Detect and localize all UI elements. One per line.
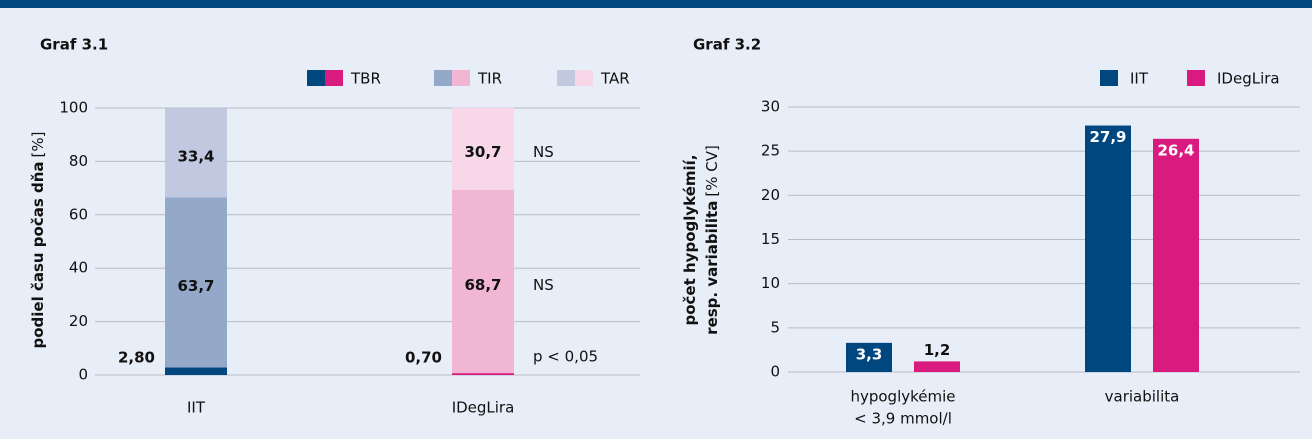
value-label: 33,4 <box>177 147 214 165</box>
y-tick-label: 10 <box>761 274 780 292</box>
value-label: 1,2 <box>924 341 951 359</box>
y-axis-label-unit: [% CV] <box>703 145 721 196</box>
y-axis-label-text: resp. variabilita <box>703 201 721 335</box>
y-tick-label: 100 <box>59 99 88 117</box>
value-label: 26,4 <box>1157 141 1194 159</box>
bar-segment <box>165 197 227 368</box>
value-label: 27,9 <box>1089 128 1126 146</box>
legend-label: TBR <box>350 70 381 88</box>
bar-segment <box>452 107 514 190</box>
value-label: 3,3 <box>856 345 883 363</box>
y-tick-label: 80 <box>69 152 88 170</box>
annotation: p < 0,05 <box>533 348 598 366</box>
legend-swatch <box>557 70 575 86</box>
legend-swatch <box>434 70 452 86</box>
chart-title: Graf 3.1 <box>40 36 108 54</box>
x-tick-label: IIT <box>187 399 206 417</box>
bar-segment <box>165 367 227 375</box>
bar <box>914 361 960 372</box>
legend-label: TIR <box>477 70 502 88</box>
legend-swatch <box>325 70 343 86</box>
x-tick-label: < 3,9 mmol/l <box>854 410 952 428</box>
y-tick-label: 15 <box>761 230 780 248</box>
legend-label: IDegLira <box>1217 70 1280 88</box>
y-axis-label-unit: [%] <box>29 131 47 157</box>
y-tick-label: 20 <box>761 186 780 204</box>
bar <box>846 342 892 372</box>
bar <box>1085 125 1131 372</box>
y-axis-label: počet hypoglykémií, <box>681 154 699 325</box>
y-tick-label: 5 <box>770 318 780 336</box>
value-label: 63,7 <box>177 277 214 295</box>
value-label: 68,7 <box>464 276 501 294</box>
bar <box>1153 138 1199 372</box>
legend-label: IIT <box>1130 70 1149 88</box>
y-axis-label-text: počet hypoglykémií, <box>681 154 699 325</box>
y-tick-label: 20 <box>69 312 88 330</box>
y-tick-label: 0 <box>78 366 88 384</box>
value-label: 2,80 <box>118 349 155 367</box>
x-tick-label: hypoglykémie <box>850 388 955 406</box>
x-tick-label: IDegLira <box>452 399 515 417</box>
x-tick-label: variabilita <box>1105 388 1180 406</box>
legend-swatch <box>1100 70 1118 86</box>
chart-title: Graf 3.2 <box>693 36 761 54</box>
legend-swatch <box>452 70 470 86</box>
y-axis-label: resp. variabilita [% CV] <box>703 145 721 335</box>
y-tick-label: 60 <box>69 205 88 223</box>
top-band <box>0 0 1312 8</box>
value-label: 30,7 <box>464 143 501 161</box>
legend-swatch <box>307 70 325 86</box>
y-tick-label: 25 <box>761 142 780 160</box>
legend-label: TAR <box>600 70 630 88</box>
bar-segment <box>165 108 227 198</box>
legend-swatch <box>575 70 593 86</box>
legend-swatch <box>1187 70 1205 86</box>
annotation: NS <box>533 276 554 294</box>
bar-segment <box>452 373 514 375</box>
y-tick-label: 40 <box>69 259 88 277</box>
y-axis-label: podiel času počas dňa [%] <box>29 131 47 348</box>
y-tick-label: 0 <box>770 363 780 381</box>
annotation: NS <box>533 143 554 161</box>
bar-segment <box>452 189 514 374</box>
y-tick-label: 30 <box>761 98 780 116</box>
y-axis-label-text: podiel času počas dňa <box>29 161 47 348</box>
value-label: 0,70 <box>405 349 442 367</box>
